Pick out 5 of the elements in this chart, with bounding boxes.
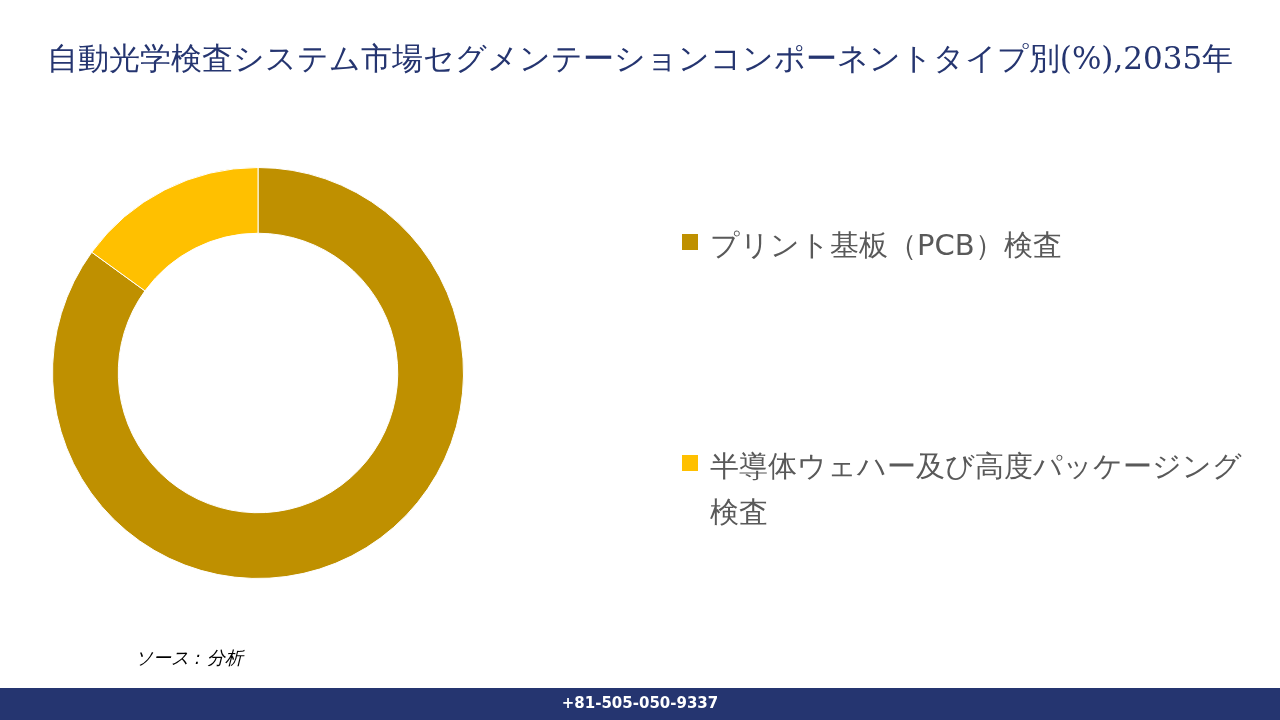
legend-label: プリント基板（PCB）検査 [710,227,1062,264]
chart-title: 自動光学検査システム市場セグメンテーションコンポーネントタイプ別(%),2035年 [45,39,1235,78]
text: ソース : 分析 [135,646,243,670]
text: +81-505-050-9337 [560,694,720,712]
legend-label: 半導体ウェハー及び高度パッケージング検査 [710,448,1242,531]
